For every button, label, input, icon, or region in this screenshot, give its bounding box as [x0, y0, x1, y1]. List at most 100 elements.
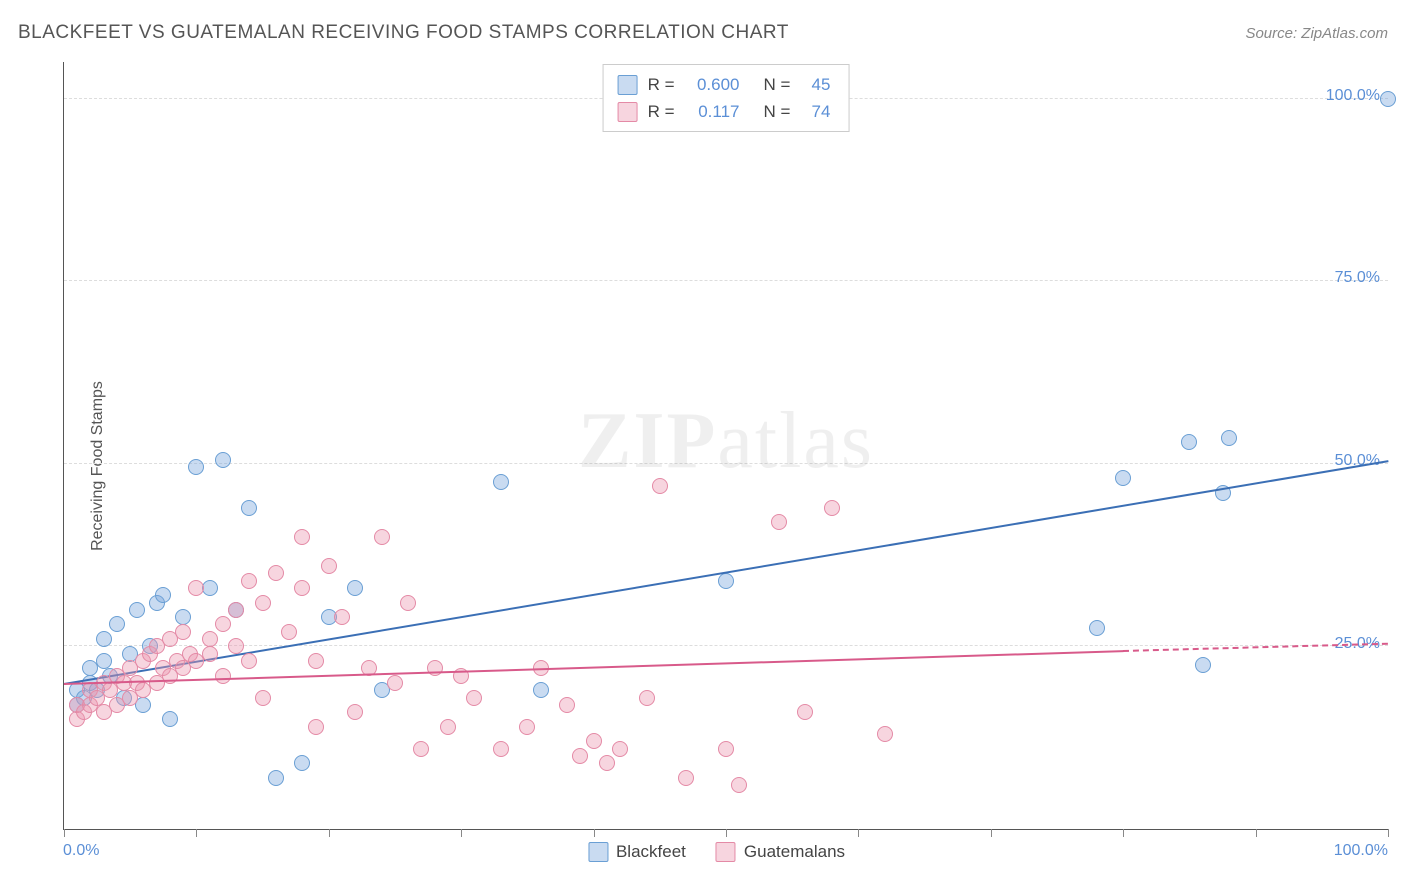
data-point [294, 580, 310, 596]
x-tick [1388, 829, 1389, 837]
data-point [493, 474, 509, 490]
chart-source: Source: ZipAtlas.com [1245, 25, 1388, 42]
data-point [294, 529, 310, 545]
data-point [175, 609, 191, 625]
legend-swatch [588, 842, 608, 862]
data-point [1115, 470, 1131, 486]
data-point [652, 478, 668, 494]
data-point [241, 573, 257, 589]
x-tick [594, 829, 595, 837]
data-point [559, 697, 575, 713]
y-tick-label: 100.0% [1326, 87, 1380, 105]
legend-n-label: N = [764, 71, 791, 98]
data-point [718, 573, 734, 589]
chart-header: BLACKFEET VS GUATEMALAN RECEIVING FOOD S… [18, 22, 1388, 44]
legend-series-label: Guatemalans [744, 842, 845, 862]
x-tick [1256, 829, 1257, 837]
x-tick [329, 829, 330, 837]
x-tick [461, 829, 462, 837]
data-point [599, 755, 615, 771]
data-point [387, 675, 403, 691]
data-point [374, 529, 390, 545]
x-axis-min-label: 0.0% [63, 842, 99, 860]
legend-correlation-row: R = 0.117 N = 74 [618, 98, 831, 125]
data-point [731, 777, 747, 793]
data-point [215, 452, 231, 468]
data-point [678, 770, 694, 786]
gridline [64, 645, 1388, 646]
data-point [281, 624, 297, 640]
data-point [1089, 620, 1105, 636]
data-point [202, 631, 218, 647]
data-point [334, 609, 350, 625]
x-tick [991, 829, 992, 837]
data-point [877, 726, 893, 742]
data-point [824, 500, 840, 516]
data-point [129, 602, 145, 618]
watermark: ZIPatlas [578, 395, 874, 486]
legend-r-value: 0.600 [685, 71, 740, 98]
data-point [400, 595, 416, 611]
data-point [96, 653, 112, 669]
legend-r-label: R = [648, 98, 675, 125]
data-point [519, 719, 535, 735]
data-point [202, 646, 218, 662]
data-point [413, 741, 429, 757]
legend-series-item: Blackfeet [588, 842, 686, 862]
legend-n-label: N = [764, 98, 791, 125]
data-point [241, 500, 257, 516]
data-point [268, 565, 284, 581]
data-point [188, 580, 204, 596]
legend-r-value: 0.117 [685, 98, 740, 125]
data-point [771, 514, 787, 530]
data-point [109, 616, 125, 632]
data-point [1221, 430, 1237, 446]
data-point [347, 580, 363, 596]
data-point [1195, 657, 1211, 673]
data-point [241, 653, 257, 669]
data-point [321, 558, 337, 574]
gridline [64, 463, 1388, 464]
data-point [427, 660, 443, 676]
data-point [1181, 434, 1197, 450]
x-tick [858, 829, 859, 837]
legend-n-value: 45 [800, 71, 830, 98]
legend-swatch [618, 102, 638, 122]
legend-swatch [618, 75, 638, 95]
data-point [228, 638, 244, 654]
data-point [612, 741, 628, 757]
legend-r-label: R = [648, 71, 675, 98]
legend-swatch [716, 842, 736, 862]
data-point [268, 770, 284, 786]
gridline [64, 280, 1388, 281]
data-point [718, 741, 734, 757]
data-point [162, 711, 178, 727]
legend-series-label: Blackfeet [616, 842, 686, 862]
x-axis-max-label: 100.0% [1334, 842, 1388, 860]
x-tick [726, 829, 727, 837]
data-point [215, 616, 231, 632]
x-tick [196, 829, 197, 837]
legend-n-value: 74 [800, 98, 830, 125]
data-point [572, 748, 588, 764]
data-point [639, 690, 655, 706]
data-point [188, 459, 204, 475]
data-point [215, 668, 231, 684]
data-point [255, 595, 271, 611]
data-point [493, 741, 509, 757]
legend-correlation-row: R = 0.600 N = 45 [618, 71, 831, 98]
data-point [440, 719, 456, 735]
data-point [797, 704, 813, 720]
data-point [347, 704, 363, 720]
data-point [466, 690, 482, 706]
data-point [228, 602, 244, 618]
x-tick [64, 829, 65, 837]
data-point [586, 733, 602, 749]
plot-area: ZIPatlas R =0.600N =45R =0.117N =74 25.0… [63, 62, 1388, 830]
plot-container: Receiving Food Stamps ZIPatlas R =0.600N… [45, 62, 1388, 870]
chart-title: BLACKFEET VS GUATEMALAN RECEIVING FOOD S… [18, 22, 789, 44]
data-point [308, 719, 324, 735]
data-point [1380, 91, 1396, 107]
data-point [294, 755, 310, 771]
legend-correlation-box: R = 0.600 N = 45 R = 0.117 N = 74 [603, 64, 850, 132]
